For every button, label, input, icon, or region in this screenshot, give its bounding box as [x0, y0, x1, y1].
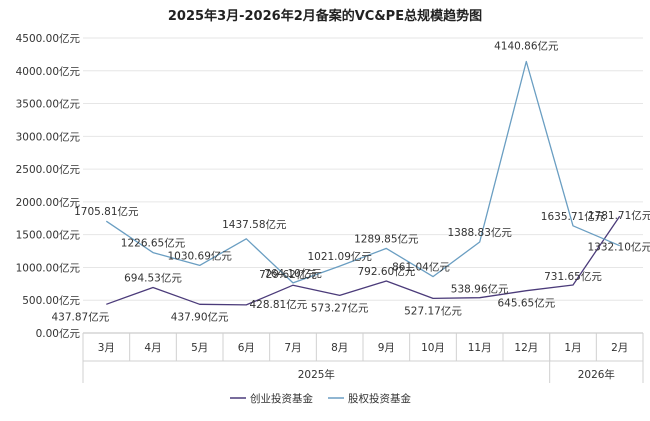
x-axis: 3月 4月 5月 6月 7月 8月 9月 10月 11月 12月 1月 2月 2025年 2026年	[82, 333, 644, 383]
legend: 创业投资基金 股权投资基金	[230, 392, 411, 405]
data-label: 573.27亿元	[311, 301, 369, 314]
data-label: 1437.58亿元	[222, 218, 287, 231]
data-label: 428.81亿元	[249, 298, 307, 311]
data-label: 729.62亿元	[259, 268, 317, 281]
data-label: 538.96亿元	[451, 283, 509, 296]
data-label: 1226.65亿元	[121, 237, 186, 250]
data-label: 437.90亿元	[171, 310, 229, 323]
data-label: 1332.10亿元	[587, 241, 650, 254]
data-label: 1388.83亿元	[447, 226, 512, 239]
grid-lines	[83, 37, 643, 334]
data-label: 527.17亿元	[404, 304, 462, 317]
x-tick-label: 5月	[191, 342, 208, 354]
year-group-label: 2026年	[578, 368, 615, 381]
x-tick-label: 8月	[331, 342, 348, 354]
x-tick-label: 2月	[611, 342, 628, 354]
data-label: 1635.71亿元	[541, 210, 606, 223]
data-label: 1021.09亿元	[307, 250, 372, 263]
series-line-0	[106, 215, 621, 306]
legend-label: 创业投资基金	[250, 392, 313, 405]
year-group-label: 2025年	[298, 368, 335, 381]
data-label: 792.60亿元	[357, 265, 415, 278]
data-label: 1030.69亿元	[167, 249, 232, 262]
y-tick-label: 3000.00亿元	[16, 130, 81, 143]
data-label: 861.04亿元	[392, 261, 450, 274]
legend-label: 股权投资基金	[348, 392, 411, 405]
y-axis: 0.00亿元 500.00亿元 1000.00亿元 1500.00亿元 2000.00亿…	[16, 32, 81, 340]
x-tick-label: 9月	[378, 342, 395, 354]
x-tick-label: 1月	[564, 342, 581, 354]
data-label: 1705.81亿元	[74, 205, 139, 218]
data-label: 437.87亿元	[51, 310, 109, 323]
y-tick-label: 2500.00亿元	[16, 163, 81, 176]
x-tick-label: 11月	[468, 342, 492, 354]
y-tick-label: 500.00亿元	[22, 294, 80, 307]
y-tick-label: 4000.00亿元	[16, 65, 81, 78]
x-tick-label: 10月	[421, 342, 445, 354]
x-tick-label: 3月	[98, 342, 115, 354]
series-layer	[105, 60, 621, 306]
data-labels: 437.87亿元 694.53亿元 437.90亿元 428.81亿元 729.62亿元…	[51, 40, 650, 324]
x-tick-label: 12月	[514, 342, 538, 354]
y-tick-label: 2000.00亿元	[16, 196, 81, 209]
x-tick-label: 7月	[284, 342, 301, 354]
y-tick-label: 4500.00亿元	[16, 32, 81, 45]
y-tick-label: 3500.00亿元	[16, 98, 81, 111]
data-label: 1289.85亿元	[354, 232, 419, 245]
y-tick-label: 1000.00亿元	[16, 261, 81, 274]
data-label: 764.10亿元	[264, 267, 322, 280]
y-tick-label: 1500.00亿元	[16, 229, 81, 242]
data-label: 4140.86亿元	[494, 40, 559, 53]
x-tick-label: 4月	[144, 342, 161, 354]
data-label: 1781.71亿元	[588, 209, 650, 222]
series-line-1	[105, 60, 620, 284]
data-label: 731.65亿元	[544, 270, 602, 283]
data-label: 694.53亿元	[124, 271, 182, 284]
y-tick-label: 0.00亿元	[36, 327, 81, 340]
chart-title: 2025年3月-2026年2月备案的VC&PE总规模趋势图	[168, 8, 482, 24]
data-label: 645.65亿元	[497, 297, 555, 310]
x-tick-label: 6月	[238, 342, 255, 354]
